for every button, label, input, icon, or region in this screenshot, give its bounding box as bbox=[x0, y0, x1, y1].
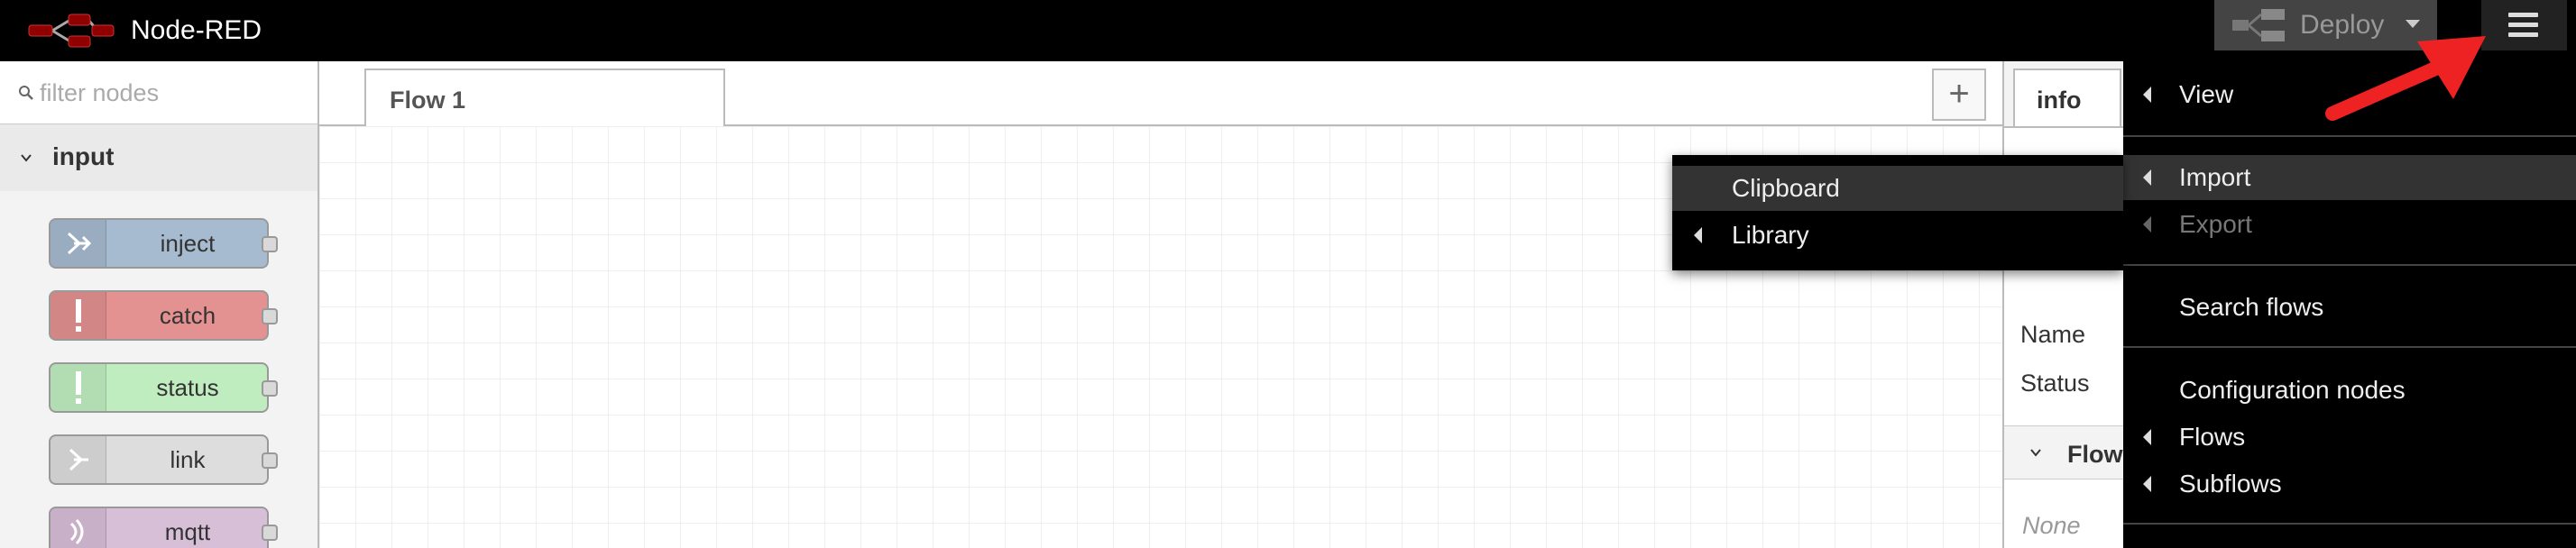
caret-left-icon bbox=[1694, 227, 1702, 243]
status-label: Status bbox=[2020, 370, 2090, 397]
tab-label: Flow 1 bbox=[390, 87, 466, 114]
output-port[interactable] bbox=[262, 380, 278, 397]
node-label: mqtt bbox=[164, 518, 211, 545]
chevron-down-icon bbox=[2030, 449, 2041, 457]
name-label: Name bbox=[2020, 321, 2086, 348]
menu-item-search-flows[interactable]: Search flows bbox=[2123, 285, 2576, 330]
caret-left-icon bbox=[2143, 216, 2151, 233]
submenu-item-library[interactable]: Library bbox=[1672, 213, 2123, 258]
palette-node-mqtt[interactable]: mqtt bbox=[49, 507, 278, 548]
workspace-tabs: Flow 1 + bbox=[319, 61, 2002, 128]
menu-item-flows[interactable]: Flows bbox=[2123, 415, 2576, 460]
submenu-item-label: Library bbox=[1732, 221, 1809, 249]
palette-node-status[interactable]: status bbox=[49, 362, 278, 413]
main-menu-dropdown: View Import Export Search flows Configur… bbox=[2123, 61, 2576, 548]
wifi-signal-icon bbox=[51, 508, 106, 548]
menu-item-label: Export bbox=[2179, 210, 2252, 238]
palette-node-link[interactable]: link bbox=[49, 434, 278, 485]
caret-left-icon bbox=[2143, 87, 2151, 103]
palette-filter bbox=[0, 61, 317, 124]
palette-node-inject[interactable]: inject bbox=[49, 218, 278, 269]
deploy-icon bbox=[2232, 9, 2285, 41]
deploy-button[interactable]: Deploy bbox=[2214, 0, 2437, 50]
node-label: link bbox=[170, 446, 206, 473]
menu-item-import[interactable]: Import bbox=[2123, 155, 2576, 200]
menu-item-export: Export bbox=[2123, 202, 2576, 247]
submenu-item-label: Clipboard bbox=[1732, 174, 1840, 202]
hamburger-menu-icon bbox=[2508, 13, 2538, 17]
category-label: input bbox=[52, 142, 115, 170]
menu-item-subflows[interactable]: Subflows bbox=[2123, 461, 2576, 507]
submenu-item-clipboard[interactable]: Clipboard bbox=[1672, 166, 2123, 211]
menu-divider bbox=[2123, 523, 2576, 525]
tab-info[interactable]: info bbox=[2013, 68, 2121, 126]
caret-left-icon bbox=[2143, 476, 2151, 492]
annotation-arrow-icon bbox=[2325, 36, 2486, 121]
flow-canvas[interactable] bbox=[319, 126, 2002, 548]
tab-label: info bbox=[2037, 87, 2082, 114]
link-arrow-icon bbox=[51, 436, 106, 483]
palette-node-catch[interactable]: catch bbox=[49, 290, 278, 341]
inject-arrow-icon bbox=[51, 220, 106, 267]
menu-divider bbox=[2123, 135, 2576, 137]
deploy-options-caret-icon[interactable] bbox=[2406, 20, 2420, 28]
exclamation-icon bbox=[51, 292, 106, 339]
main-menu-button[interactable] bbox=[2481, 0, 2567, 50]
menu-divider bbox=[2123, 264, 2576, 266]
caret-left-icon bbox=[2143, 429, 2151, 445]
node-label: inject bbox=[160, 230, 216, 257]
menu-item-label: Import bbox=[2179, 163, 2251, 191]
output-port[interactable] bbox=[262, 308, 278, 324]
search-icon bbox=[19, 86, 33, 100]
workspace: Flow 1 + bbox=[319, 61, 2002, 548]
menu-item-label: Search flows bbox=[2179, 293, 2324, 321]
deploy-label: Deploy bbox=[2300, 10, 2385, 40]
node-label: status bbox=[156, 374, 219, 401]
tab-flow-1[interactable]: Flow 1 bbox=[364, 68, 725, 128]
menu-item-label: Configuration nodes bbox=[2179, 376, 2406, 404]
chevron-down-icon bbox=[21, 154, 32, 162]
app-title: Node-RED bbox=[131, 15, 262, 45]
filter-nodes-input[interactable] bbox=[40, 76, 310, 110]
menu-item-label: Subflows bbox=[2179, 470, 2282, 498]
node-palette: input inject catch status link mqtt bbox=[0, 61, 319, 548]
import-submenu: Clipboard Library bbox=[1672, 155, 2123, 270]
output-port[interactable] bbox=[262, 525, 278, 541]
output-port[interactable] bbox=[262, 236, 278, 252]
palette-category-input[interactable]: input bbox=[0, 124, 317, 191]
node-label: catch bbox=[159, 302, 216, 329]
node-red-logo-icon bbox=[28, 14, 115, 48]
exclamation-icon bbox=[51, 364, 106, 411]
empty-placeholder: None bbox=[2022, 512, 2081, 539]
menu-item-configuration-nodes[interactable]: Configuration nodes bbox=[2123, 368, 2576, 413]
menu-divider bbox=[2123, 346, 2576, 348]
menu-item-label: View bbox=[2179, 80, 2234, 108]
app-header: Node-RED Deploy bbox=[0, 0, 2576, 61]
menu-item-view[interactable]: View bbox=[2123, 72, 2576, 117]
output-port[interactable] bbox=[262, 452, 278, 469]
caret-left-icon bbox=[2143, 169, 2151, 186]
menu-item-label: Flows bbox=[2179, 423, 2246, 451]
add-flow-button[interactable]: + bbox=[1932, 68, 1986, 121]
